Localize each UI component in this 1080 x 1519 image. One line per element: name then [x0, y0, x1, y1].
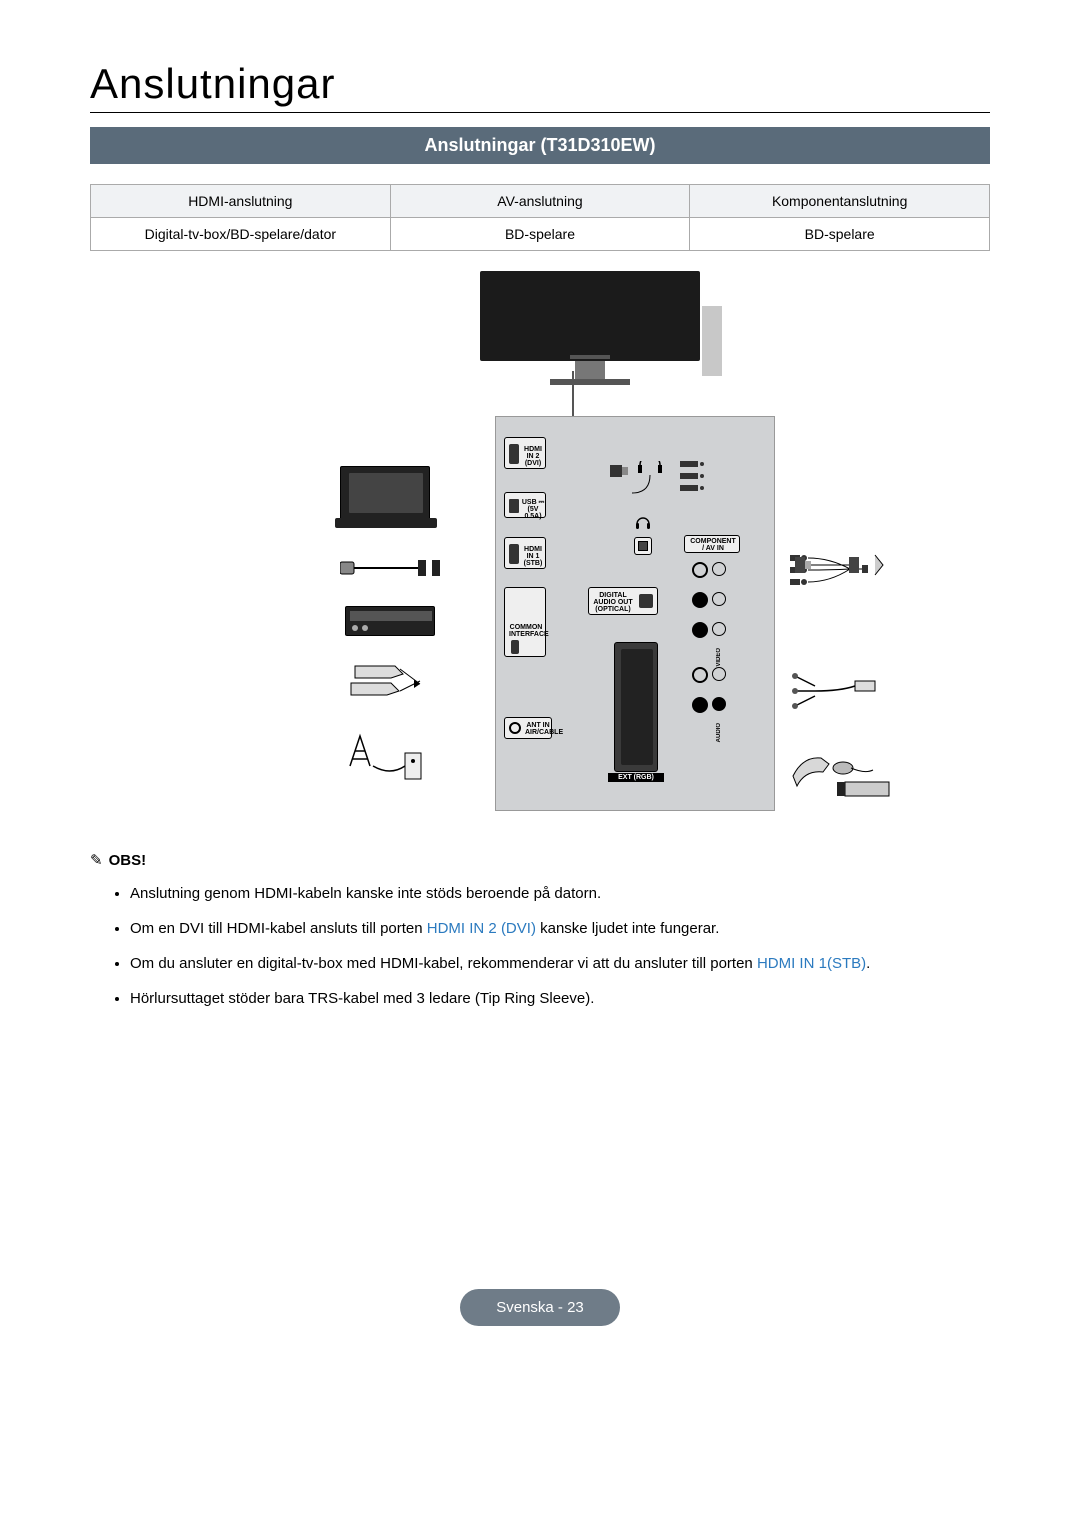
table-header-cell: HDMI-anslutning [91, 185, 391, 218]
optical-cable-icon [795, 551, 885, 586]
table-header-row: HDMI-anslutning AV-anslutning Komponenta… [91, 185, 990, 218]
table-header-cell: AV-anslutning [390, 185, 690, 218]
tv-rear-icon [702, 306, 722, 376]
tv-base-icon [550, 379, 630, 385]
laptop-icon [340, 466, 430, 521]
notes-heading: OBS! [90, 851, 960, 869]
hdmi-cable-icon [340, 556, 450, 585]
note-item: Anslutning genom HDMI-kabeln kanske inte… [130, 883, 960, 904]
set-top-box-icon [345, 606, 435, 636]
page-title: Anslutningar [90, 60, 990, 113]
section-heading: Anslutningar (T31D310EW) [90, 127, 990, 164]
hdmi-in-2-port: HDMI IN 2 (DVI) [504, 437, 546, 469]
note-item: Om en DVI till HDMI-kabel ansluts till p… [130, 918, 960, 939]
table-header-cell: Komponentanslutning [690, 185, 990, 218]
tv-icon [480, 271, 700, 361]
note-item: Hörlursuttaget stöder bara TRS-kabel med… [130, 988, 960, 1009]
page-number-pill: Svenska - 23 [460, 1289, 620, 1326]
hdmi-in-1-port: HDMI IN 1 (STB) [504, 537, 546, 569]
table-cell: Digital-tv-box/BD-spelare/dator [91, 218, 391, 251]
table-cell: BD-spelare [690, 218, 990, 251]
usb-headphone-icon [610, 461, 710, 516]
digital-audio-out-port: DIGITAL AUDIO OUT (OPTICAL) [588, 587, 658, 615]
tv-cable-icon [572, 371, 574, 421]
note-item: Om du ansluter en digital-tv-box med HDM… [130, 953, 960, 974]
ext-rgb-port [614, 642, 658, 772]
connection-table: HDMI-anslutning AV-anslutning Komponenta… [90, 184, 990, 251]
ant-in-port: ANT IN AIR/CABLE [504, 717, 552, 739]
ext-rgb-label: EXT (RGB) [608, 773, 664, 782]
connection-diagram: HDMI IN 2 (DVI) USB ⎓ (5V 0.5A) HDMI IN … [240, 271, 840, 811]
table-row: Digital-tv-box/BD-spelare/dator BD-spela… [91, 218, 990, 251]
antenna-icon [345, 731, 445, 786]
diagram-container: HDMI IN 2 (DVI) USB ⎓ (5V 0.5A) HDMI IN … [90, 271, 990, 811]
common-interface-port: COMMON INTERFACE [504, 587, 546, 657]
scart-cable-icon [785, 746, 895, 806]
notes-block: OBS! Anslutning genom HDMI-kabeln kanske… [90, 851, 960, 1009]
av-cable-icon [790, 671, 890, 721]
table-cell: BD-spelare [390, 218, 690, 251]
component-av-label: COMPONENT / AV IN [684, 535, 740, 553]
notes-list: Anslutning genom HDMI-kabeln kanske inte… [90, 883, 960, 1009]
usb-port: USB ⎓ (5V 0.5A) [504, 492, 546, 518]
ci-card-icon [345, 661, 435, 711]
tv-stand-icon [575, 361, 605, 381]
pc-dvi-audio-port [634, 537, 652, 555]
